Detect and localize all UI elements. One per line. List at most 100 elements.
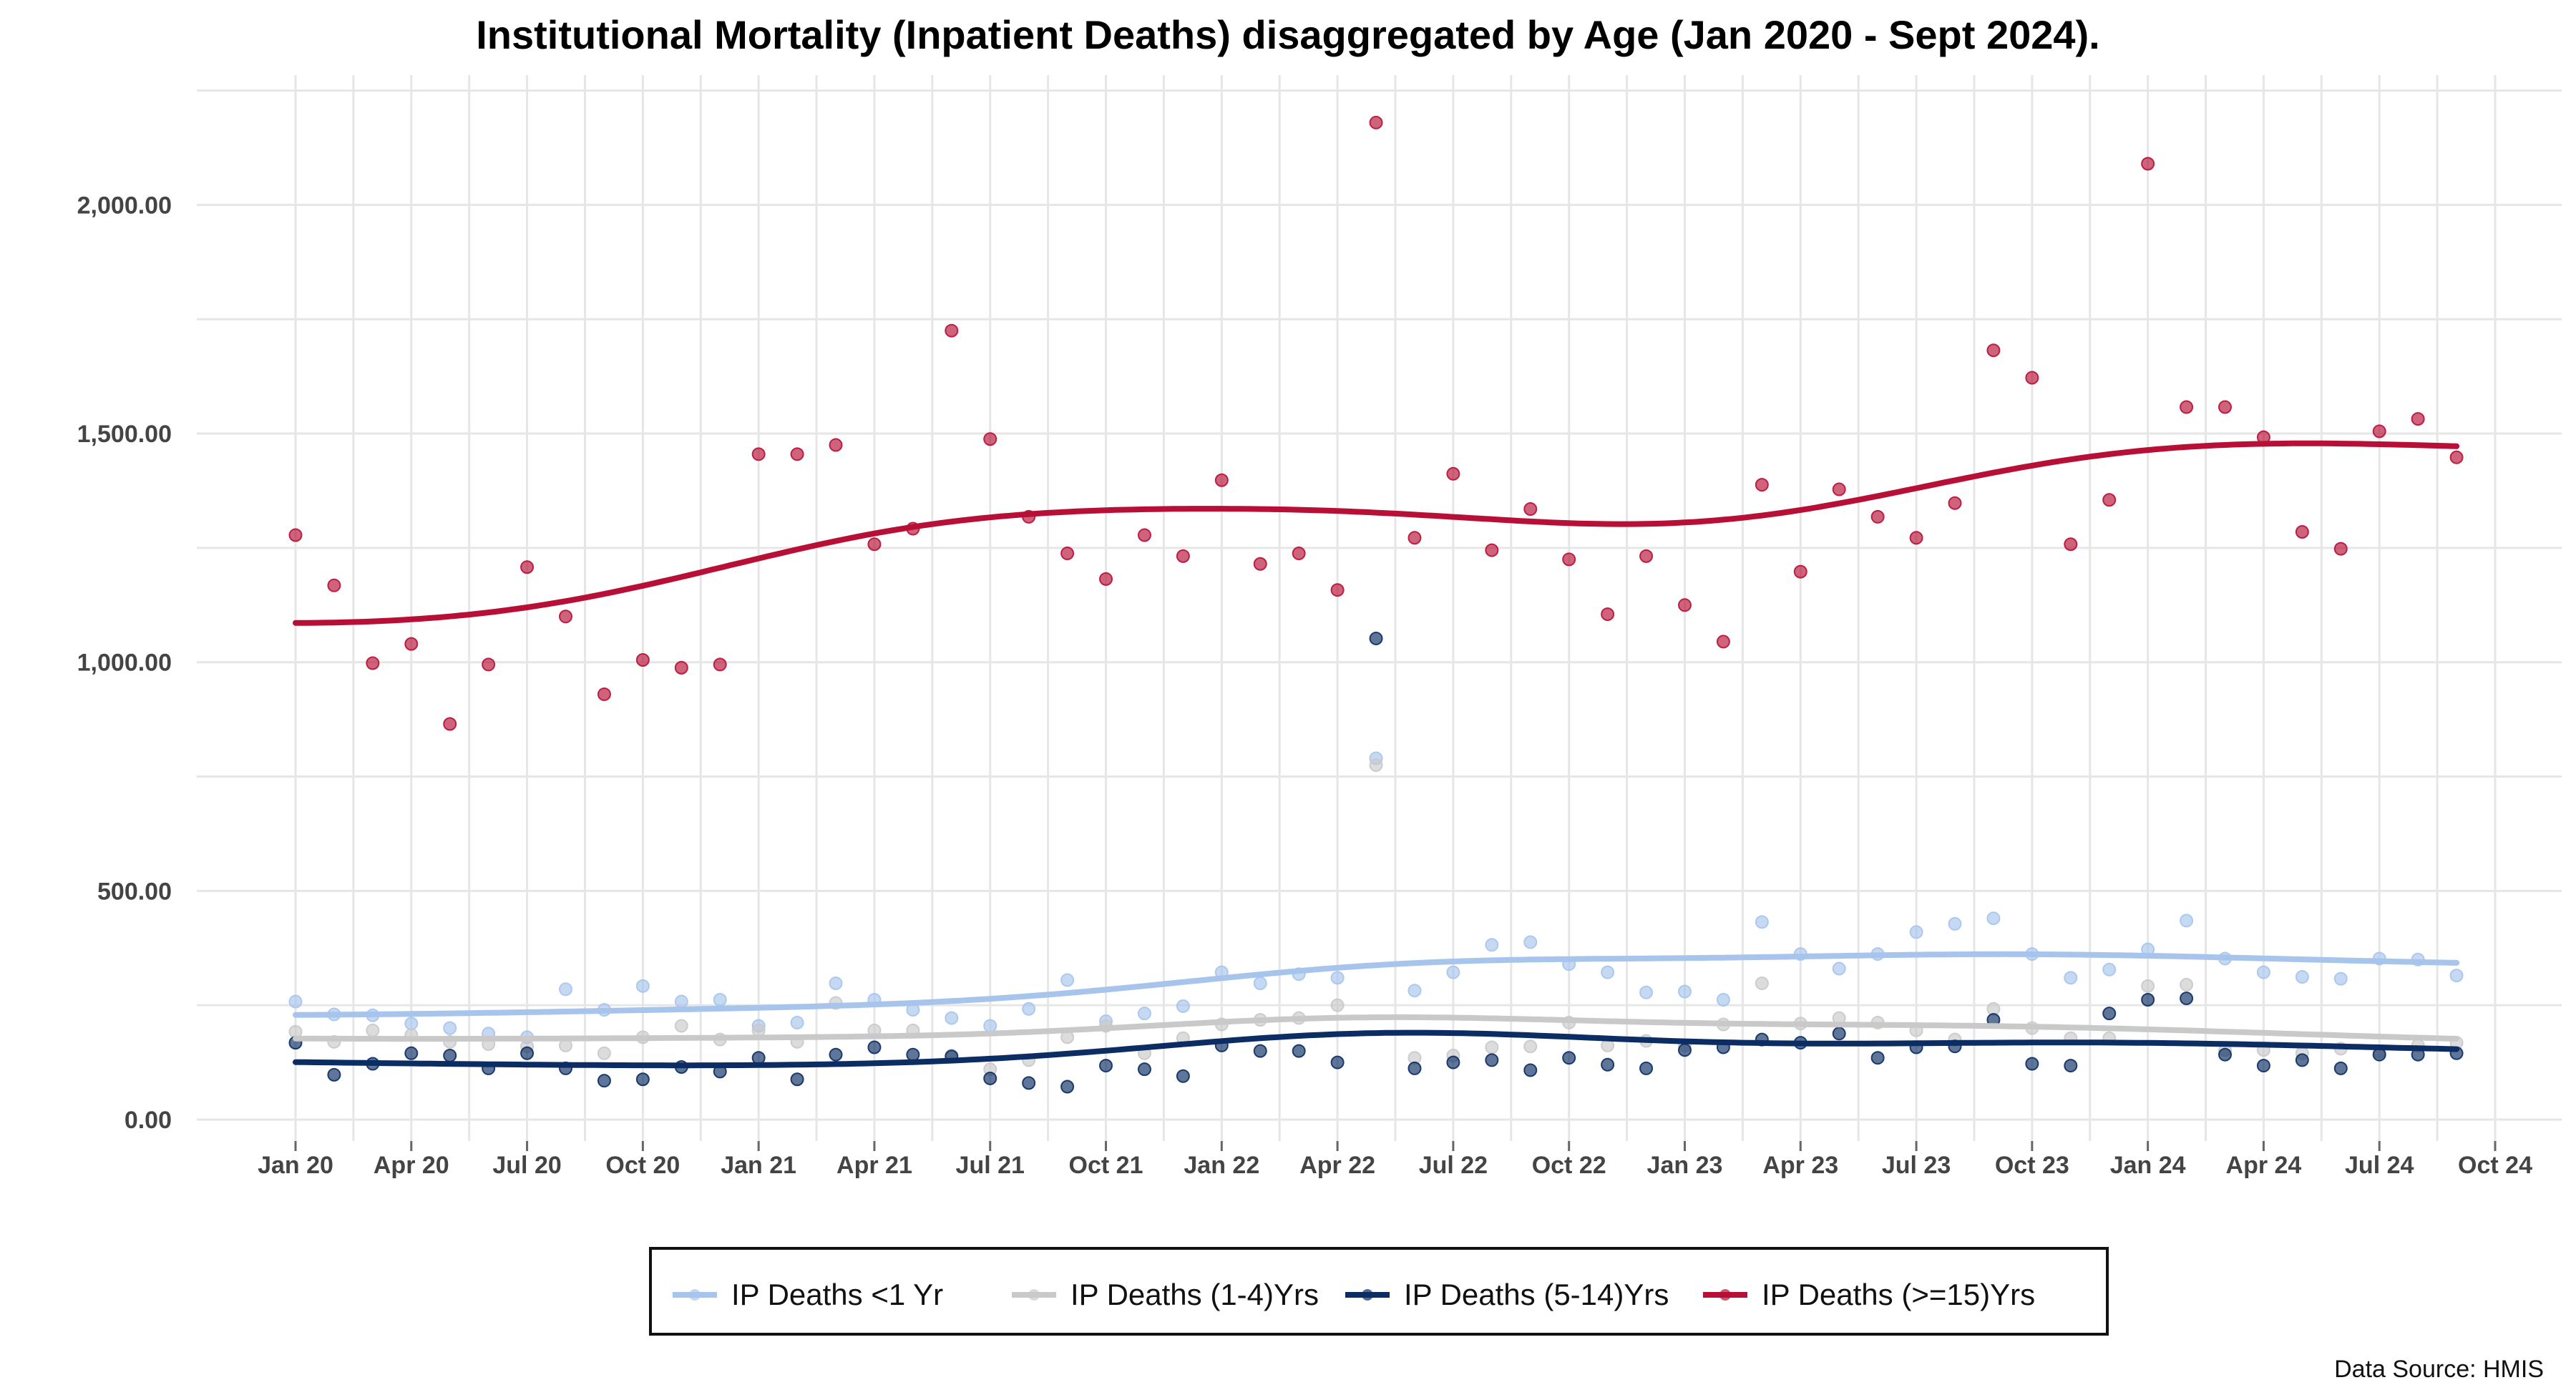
data-point [1369,631,1383,645]
legend-item: IP Deaths (1-4)Yrs [1012,1278,1319,1311]
data-point [1793,564,1807,579]
data-point [1253,557,1267,571]
x-tick-label: Apr 24 [2226,1152,2302,1179]
data-point [2218,400,2232,414]
trend-lines [293,440,2460,1069]
data-point [1677,984,1692,999]
data-point [790,447,804,461]
x-tick-label: Oct 20 [605,1152,680,1179]
data-point [2102,1007,2117,1021]
legend-box [649,1247,2109,1336]
legend-label: IP Deaths <1 Yr [731,1278,943,1311]
x-tick-label: Apr 20 [374,1152,449,1179]
data-point [1292,547,1306,561]
legend-item: IP Deaths (5-14)Yrs [1345,1278,1669,1311]
data-point [443,1048,457,1062]
grid [197,75,2562,1141]
legend-item: IP Deaths <1 Yr [673,1278,943,1311]
data-point [2141,993,2155,1007]
data-point [635,979,650,993]
data-point [288,994,303,1009]
x-axis-ticks: Jan 20 Apr 20 Jul 20 Oct 20 Jan 21 Apr 21 Jul … [258,1141,2532,1179]
y-tick-label: 1,500.00 [77,421,172,448]
data-point [2256,965,2270,979]
data-point [1176,549,1190,563]
data-point [443,717,457,731]
data-point [1755,976,1769,990]
x-tick-label: Jul 21 [956,1152,1025,1179]
data-point [404,1017,419,1031]
data-point [2256,1059,2270,1073]
data-point [597,1074,611,1088]
data-point [1330,998,1345,1012]
data-point [1562,552,1576,567]
x-tick-label: Jul 23 [1882,1152,1951,1179]
y-axis-ticks: 0.00 500.00 1,000.00 1,500.00 2,000.00 [77,192,172,1134]
data-point [2064,971,2078,985]
x-tick-label: Apr 22 [1299,1152,1375,1179]
data-point [2372,1047,2386,1062]
data-point [366,656,380,670]
data-point [1755,478,1769,492]
data-point [1330,583,1345,597]
legend-item: IP Deaths (>=15)Yrs [1703,1278,2035,1311]
data-point [404,1046,419,1060]
legend-swatch-point [1719,1289,1731,1301]
data-point [829,976,843,990]
data-point [1986,343,2001,358]
legend-label: IP Deaths (1-4)Yrs [1070,1278,1319,1311]
data-point [2449,969,2464,983]
data-point [2064,1059,2078,1073]
data-point [1292,1044,1306,1058]
data-point [2333,971,2348,986]
data-point [1485,543,1499,557]
data-point [2180,400,2194,414]
data-point [1485,938,1499,952]
data-point [1832,961,1846,976]
data-point [1369,115,1383,129]
trend-line [293,1014,2460,1042]
data-point [1099,572,1113,586]
legend-swatch-point [1028,1289,1040,1301]
data-point [635,653,650,667]
data-point [1909,531,1923,545]
data-point [2180,914,2194,928]
x-tick-label: Jan 22 [1184,1152,1259,1179]
y-tick-label: 2,000.00 [77,192,172,219]
data-point [443,1021,457,1035]
x-tick-label: Apr 23 [1762,1152,1838,1179]
data-point [2141,979,2155,993]
data-point [1948,496,1962,510]
data-point [1407,984,1422,998]
data-point [751,447,766,461]
data-point [520,1046,535,1060]
data-point [2180,992,2194,1006]
data-point [1639,549,1654,563]
data-point [867,537,882,552]
data-point [1870,509,1885,524]
data-point [1214,473,1229,487]
data-point [829,438,843,452]
data-point [1022,1076,1036,1090]
data-point [983,432,997,446]
x-tick-label: Apr 21 [836,1152,912,1179]
data-point [1639,1061,1654,1075]
data-point [288,528,303,542]
data-point [674,1019,688,1033]
data-point [1832,482,1846,496]
y-tick-label: 0.00 [125,1107,172,1134]
data-point [1716,635,1730,649]
data-point [1562,1051,1576,1065]
data-point [1677,598,1692,612]
data-point [1060,547,1075,561]
legend-label: IP Deaths (>=15)Yrs [1762,1278,2035,1311]
legend: IP Deaths <1 Yr IP Deaths (1-4)Yrs IP Deat… [649,1247,2109,1336]
data-point [1446,1055,1460,1070]
data-point [2449,450,2464,464]
data-point [2180,977,2194,992]
data-point [1060,1080,1075,1094]
data-point [1485,1040,1499,1054]
data-point [597,687,611,701]
data-point [2025,1057,2039,1071]
